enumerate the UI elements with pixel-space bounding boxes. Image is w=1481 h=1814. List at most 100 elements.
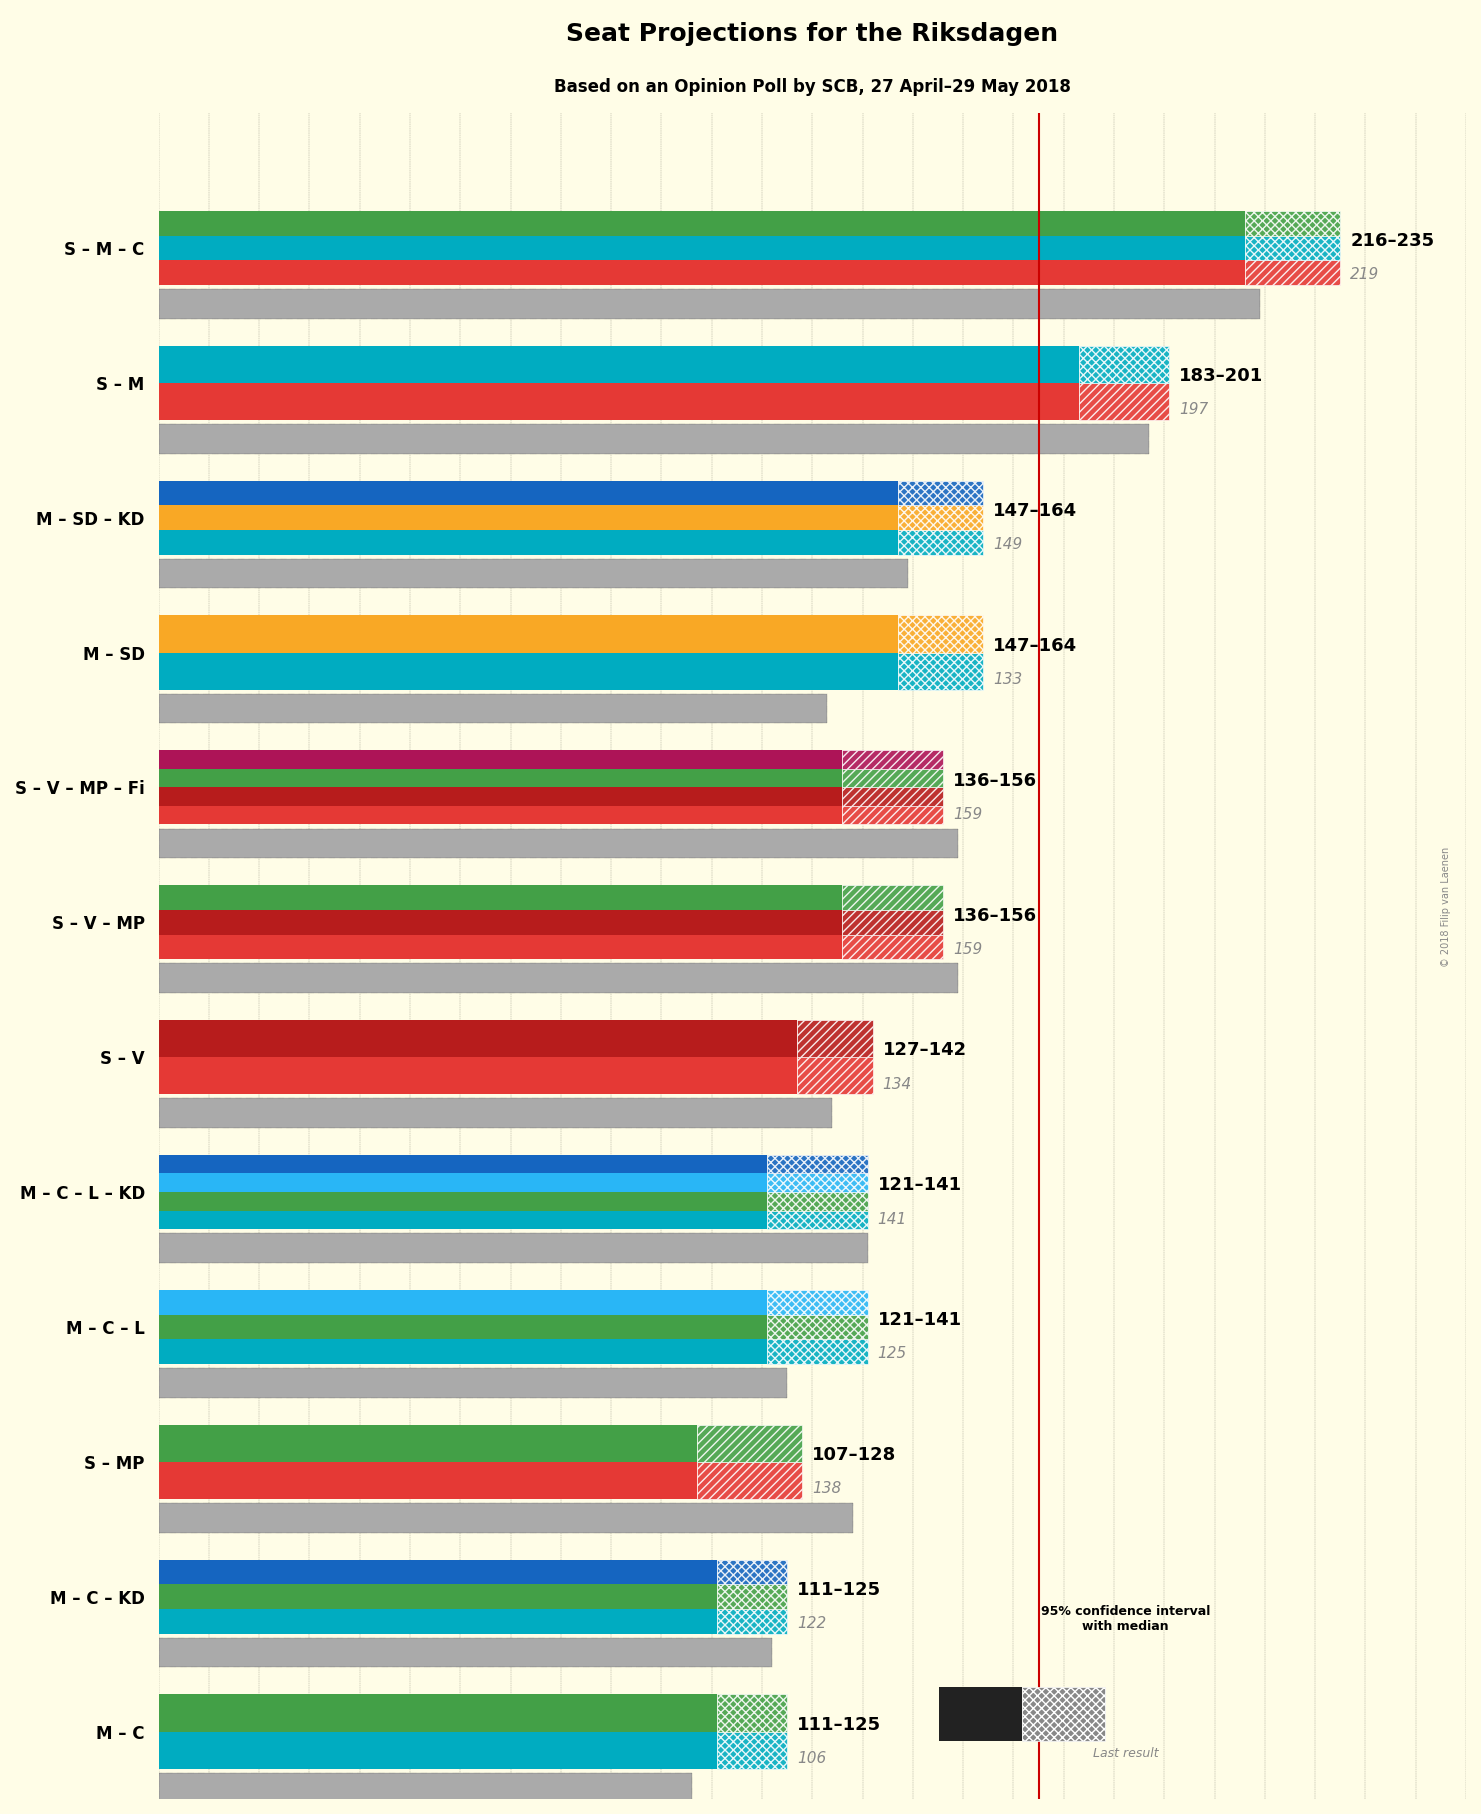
Bar xyxy=(843,911,943,934)
Bar xyxy=(158,751,843,769)
Bar xyxy=(843,934,943,960)
Text: 127–142: 127–142 xyxy=(883,1041,967,1059)
Text: 149: 149 xyxy=(994,537,1022,551)
Bar xyxy=(158,481,897,506)
Text: Seat Projections for the Riksdagen: Seat Projections for the Riksdagen xyxy=(566,22,1059,45)
Bar xyxy=(158,259,1244,285)
Bar xyxy=(158,559,908,588)
Bar xyxy=(158,1058,797,1094)
Text: 219: 219 xyxy=(1351,267,1380,283)
Bar xyxy=(158,1210,767,1230)
Text: Based on an Opinion Poll by SCB, 27 April–29 May 2018: Based on an Opinion Poll by SCB, 27 Apri… xyxy=(554,78,1071,96)
Text: 125: 125 xyxy=(878,1346,906,1360)
Text: 197: 197 xyxy=(1179,403,1208,417)
Text: 111–125: 111–125 xyxy=(797,1582,881,1598)
Bar xyxy=(158,288,1260,319)
Text: Last result: Last result xyxy=(1093,1747,1158,1760)
Bar xyxy=(158,787,843,805)
Bar xyxy=(158,1638,772,1667)
Bar xyxy=(158,210,1244,236)
Bar xyxy=(158,346,1078,383)
Bar xyxy=(158,1772,692,1803)
Bar xyxy=(158,1234,868,1263)
Text: 159: 159 xyxy=(954,807,982,822)
Bar xyxy=(158,1097,832,1128)
Bar xyxy=(158,530,897,555)
Bar xyxy=(158,559,908,588)
Bar xyxy=(158,1097,832,1128)
Bar xyxy=(158,1504,853,1533)
Bar xyxy=(897,653,983,689)
Bar xyxy=(843,805,943,825)
Bar xyxy=(843,787,943,805)
Bar xyxy=(696,1424,803,1462)
Bar xyxy=(843,885,943,911)
Bar xyxy=(158,911,843,934)
Bar xyxy=(158,1290,767,1315)
Bar xyxy=(843,769,943,787)
Bar xyxy=(158,1368,788,1399)
Bar xyxy=(158,1368,788,1399)
Bar xyxy=(767,1290,868,1315)
Text: 111–125: 111–125 xyxy=(797,1716,881,1734)
Text: 147–164: 147–164 xyxy=(994,502,1078,521)
Bar xyxy=(158,1504,853,1533)
Bar xyxy=(158,1638,772,1667)
Bar xyxy=(717,1609,788,1634)
Bar xyxy=(717,1560,788,1584)
Bar xyxy=(158,1424,696,1462)
Bar xyxy=(767,1156,868,1174)
Text: 136–156: 136–156 xyxy=(954,771,1037,789)
Bar xyxy=(897,506,983,530)
Bar xyxy=(158,1584,717,1609)
Bar xyxy=(1078,383,1170,419)
Bar xyxy=(158,693,828,724)
Bar xyxy=(843,751,943,769)
Bar xyxy=(158,1772,692,1803)
Bar xyxy=(158,383,1078,419)
Bar xyxy=(158,424,1149,454)
Bar xyxy=(158,1694,717,1732)
Bar xyxy=(158,1156,767,1174)
Bar xyxy=(1244,210,1340,236)
Bar xyxy=(158,885,843,911)
Bar xyxy=(158,805,843,825)
Bar xyxy=(797,1058,872,1094)
Bar xyxy=(897,615,983,653)
Bar xyxy=(767,1315,868,1339)
Bar xyxy=(158,1339,767,1364)
Bar xyxy=(158,934,843,960)
Text: 147–164: 147–164 xyxy=(994,637,1078,655)
Bar xyxy=(1244,259,1340,285)
Bar xyxy=(158,1174,767,1192)
Bar xyxy=(767,1339,868,1364)
Bar xyxy=(897,530,983,555)
Text: 159: 159 xyxy=(954,941,982,956)
Bar xyxy=(158,424,1149,454)
Bar xyxy=(158,1192,767,1210)
Bar xyxy=(158,653,897,689)
Bar xyxy=(717,1584,788,1609)
Bar xyxy=(158,1234,868,1263)
Text: 121–141: 121–141 xyxy=(878,1175,961,1194)
Text: 106: 106 xyxy=(797,1751,826,1767)
Text: 183–201: 183–201 xyxy=(1179,366,1263,385)
Text: 121–141: 121–141 xyxy=(878,1312,961,1330)
Bar xyxy=(797,1019,872,1058)
Bar xyxy=(1022,1687,1105,1741)
Bar xyxy=(158,1609,717,1634)
Bar xyxy=(717,1694,788,1732)
Bar xyxy=(767,1210,868,1230)
Bar xyxy=(158,693,828,724)
Bar xyxy=(158,1732,717,1769)
Text: 136–156: 136–156 xyxy=(954,907,1037,925)
Bar xyxy=(717,1732,788,1769)
Text: 216–235: 216–235 xyxy=(1351,232,1435,250)
Bar xyxy=(767,1192,868,1210)
Bar xyxy=(158,1462,696,1498)
Bar xyxy=(158,963,958,992)
Bar xyxy=(767,1174,868,1192)
Bar xyxy=(158,1019,797,1058)
Text: 107–128: 107–128 xyxy=(812,1446,896,1464)
Text: 95% confidence interval
with median: 95% confidence interval with median xyxy=(1041,1605,1210,1633)
